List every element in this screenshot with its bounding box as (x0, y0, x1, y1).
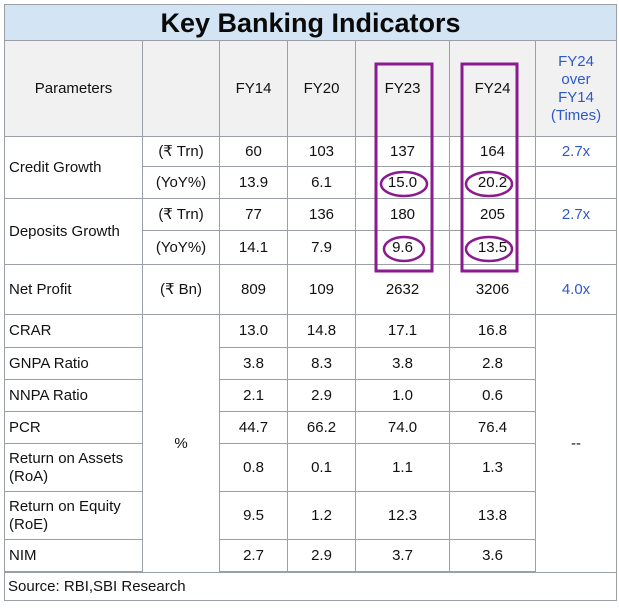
table-row: Credit Growth (₹ Trn) 60 103 137 164 2.7… (4, 136, 618, 199)
value-cell: 9.5 (219, 491, 288, 540)
value-cell: 137 (355, 136, 450, 167)
value-cell: 2.8 (449, 347, 536, 380)
header-parameters: Parameters (4, 40, 143, 137)
value-cell: 77 (219, 198, 288, 231)
value-cell: 13.9 (219, 166, 288, 199)
value-cell: 2.9 (287, 379, 356, 412)
header-fy23: FY23 (355, 40, 450, 137)
value-cell: 2.9 (287, 539, 356, 572)
times-cell (534, 230, 618, 265)
nim-label: NIM (4, 539, 143, 572)
value-cell: 1.3 (449, 443, 536, 492)
table-row: NIM 2.7 2.9 3.7 3.6 (4, 539, 617, 572)
value-cell: 76.4 (449, 411, 536, 444)
value-cell: 809 (219, 264, 288, 315)
value-cell: 14.8 (287, 314, 356, 348)
gnpa-label: GNPA Ratio (4, 347, 143, 380)
unit-cell: (₹ Trn) (142, 198, 220, 231)
value-cell: 2.7 (219, 539, 288, 572)
value-cell: 7.9 (287, 230, 356, 265)
unit-cell: (YoY%) (142, 166, 220, 199)
table-row: Return on Equity (RoE) 9.5 1.2 12.3 13.8 (4, 491, 617, 540)
value-cell: 109 (287, 264, 356, 315)
table-row: GNPA Ratio 3.8 8.3 3.8 2.8 (4, 347, 617, 380)
times-cell: 2.7x (534, 136, 618, 167)
percent-times-cell: -- (534, 314, 618, 573)
deposits-growth-label: Deposits Growth (4, 198, 143, 265)
table-title: Key Banking Indicators (3, 4, 618, 41)
nnpa-label: NNPA Ratio (4, 379, 143, 412)
value-cell: 1.0 (355, 379, 450, 412)
value-cell: 2.1 (219, 379, 288, 412)
table-row: PCR 44.7 66.2 74.0 76.4 (4, 411, 617, 444)
value-cell: 74.0 (355, 411, 450, 444)
value-cell: 9.6 (355, 230, 450, 265)
value-cell: 3.6 (449, 539, 536, 572)
value-cell: 20.2 (449, 166, 536, 199)
unit-cell: (₹ Trn) (142, 136, 220, 167)
value-cell: 14.1 (219, 230, 288, 265)
value-cell: 6.1 (287, 166, 356, 199)
value-cell: 180 (355, 198, 450, 231)
percent-unit-cell: % (142, 314, 220, 573)
value-cell: 1.1 (355, 443, 450, 492)
value-cell: 2632 (355, 264, 450, 315)
title-row: Key Banking Indicators (3, 4, 618, 41)
value-cell: 3.7 (355, 539, 450, 572)
value-cell: 17.1 (355, 314, 450, 348)
value-cell: 103 (287, 136, 356, 167)
value-cell: 3.8 (355, 347, 450, 380)
times-cell (534, 166, 618, 199)
header-fy14: FY14 (219, 40, 288, 137)
value-cell: 13.0 (219, 314, 288, 348)
value-cell: 1.2 (287, 491, 356, 540)
value-cell: 16.8 (449, 314, 536, 348)
value-cell: 15.0 (355, 166, 450, 199)
roe-label: Return on Equity (RoE) (4, 491, 143, 540)
source-row: Source: RBI,SBI Research (3, 572, 618, 601)
value-cell: 164 (449, 136, 536, 167)
table-row: CRAR % 13.0 14.8 17.1 16.8 -- (4, 314, 618, 573)
value-cell: 13.8 (449, 491, 536, 540)
value-cell: 3206 (449, 264, 536, 315)
header-times: FY24 over FY14 (Times) (534, 40, 618, 137)
crar-label: CRAR (4, 314, 143, 348)
table-row: Return on Assets (RoA) 0.8 0.1 1.1 1.3 (4, 443, 617, 492)
table-row: Net Profit (₹ Bn) 809 109 2632 3206 4.0x (4, 264, 618, 315)
header-row: Parameters FY14 FY20 FY23 FY24 FY24 over… (4, 40, 618, 137)
table-row: Deposits Growth (₹ Trn) 77 136 180 205 2… (4, 198, 618, 265)
value-cell: 60 (219, 136, 288, 167)
value-cell: 44.7 (219, 411, 288, 444)
unit-cell: (YoY%) (142, 230, 220, 265)
value-cell: 66.2 (287, 411, 356, 444)
header-fy20: FY20 (287, 40, 356, 137)
value-cell: 3.8 (219, 347, 288, 380)
value-cell: 0.8 (219, 443, 288, 492)
net-profit-label: Net Profit (4, 264, 143, 315)
roa-label: Return on Assets (RoA) (4, 443, 143, 492)
table-row: NNPA Ratio 2.1 2.9 1.0 0.6 (4, 379, 617, 412)
value-cell: 0.6 (449, 379, 536, 412)
value-cell: 0.1 (287, 443, 356, 492)
header-fy24: FY24 (449, 40, 536, 137)
pcr-label: PCR (4, 411, 143, 444)
times-cell: 2.7x (534, 198, 618, 231)
value-cell: 205 (449, 198, 536, 231)
header-unit (142, 40, 220, 137)
source-note: Source: RBI,SBI Research (3, 572, 618, 601)
value-cell: 13.5 (449, 230, 536, 265)
value-cell: 136 (287, 198, 356, 231)
unit-cell: (₹ Bn) (142, 264, 220, 315)
value-cell: 12.3 (355, 491, 450, 540)
credit-growth-label: Credit Growth (4, 136, 143, 199)
times-cell: 4.0x (534, 264, 618, 315)
value-cell: 8.3 (287, 347, 356, 380)
key-banking-indicators-table: Key Banking Indicators Parameters FY14 F… (3, 4, 618, 601)
